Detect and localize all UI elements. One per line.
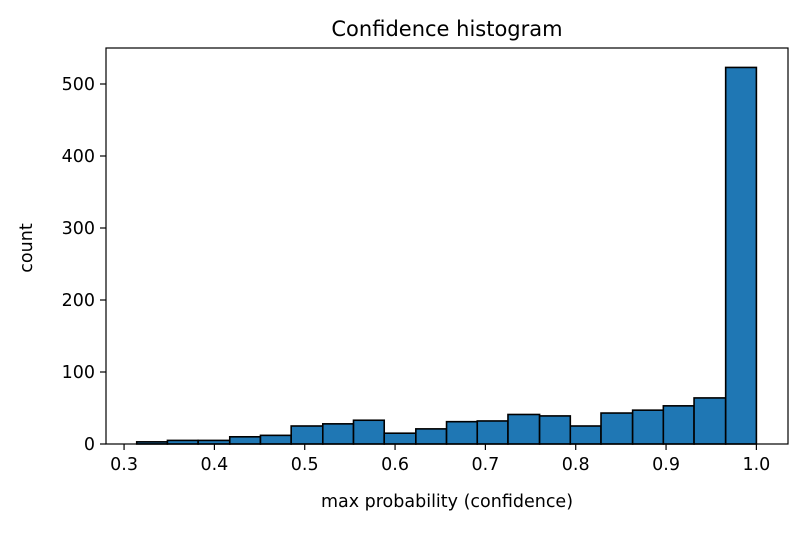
x-axis-label: max probability (confidence) — [321, 492, 573, 512]
histogram-bar — [352, 419, 386, 445]
chart-title: Confidence histogram — [331, 17, 562, 41]
y-tick-label: 0 — [84, 435, 95, 455]
histogram-bar — [415, 428, 448, 445]
x-tick-label: 0.5 — [291, 455, 319, 475]
histogram-bar — [569, 425, 602, 445]
x-tick-label: 0.6 — [381, 455, 409, 475]
histogram-bar — [507, 413, 541, 445]
x-tick-label: 0.8 — [562, 455, 590, 475]
histogram-bar — [538, 415, 572, 445]
histogram-bar — [724, 66, 758, 445]
y-tick-label: 200 — [62, 291, 95, 311]
histogram-bar — [383, 432, 417, 445]
x-tick-label: 0.9 — [652, 455, 680, 475]
histogram-bar — [662, 405, 695, 445]
x-tick-label: 0.3 — [110, 455, 138, 475]
y-axis-label: count — [17, 223, 37, 273]
histogram-bar — [693, 397, 727, 445]
histogram-bar — [631, 409, 665, 445]
x-tick-label: 0.4 — [200, 455, 228, 475]
y-tick-label: 100 — [62, 363, 95, 383]
histogram-bar — [259, 434, 292, 445]
x-tick-label: 0.7 — [471, 455, 499, 475]
histogram-bar — [600, 412, 634, 445]
y-tick-label: 400 — [62, 147, 95, 167]
histogram-bar — [228, 435, 262, 445]
histogram-bar — [290, 425, 324, 445]
histogram-bar — [321, 423, 355, 445]
axes-frame — [105, 47, 789, 445]
y-tick-label: 300 — [62, 219, 95, 239]
y-tick-label: 500 — [62, 75, 95, 95]
plot-area: 0.3 0.4 0.5 0.6 0.7 0.8 0.9 1.0 0 100 200 300 400 500 — [62, 47, 789, 475]
histogram-bar — [445, 420, 479, 445]
x-tick-label: 1.0 — [742, 455, 770, 475]
histogram-bar — [476, 420, 509, 445]
